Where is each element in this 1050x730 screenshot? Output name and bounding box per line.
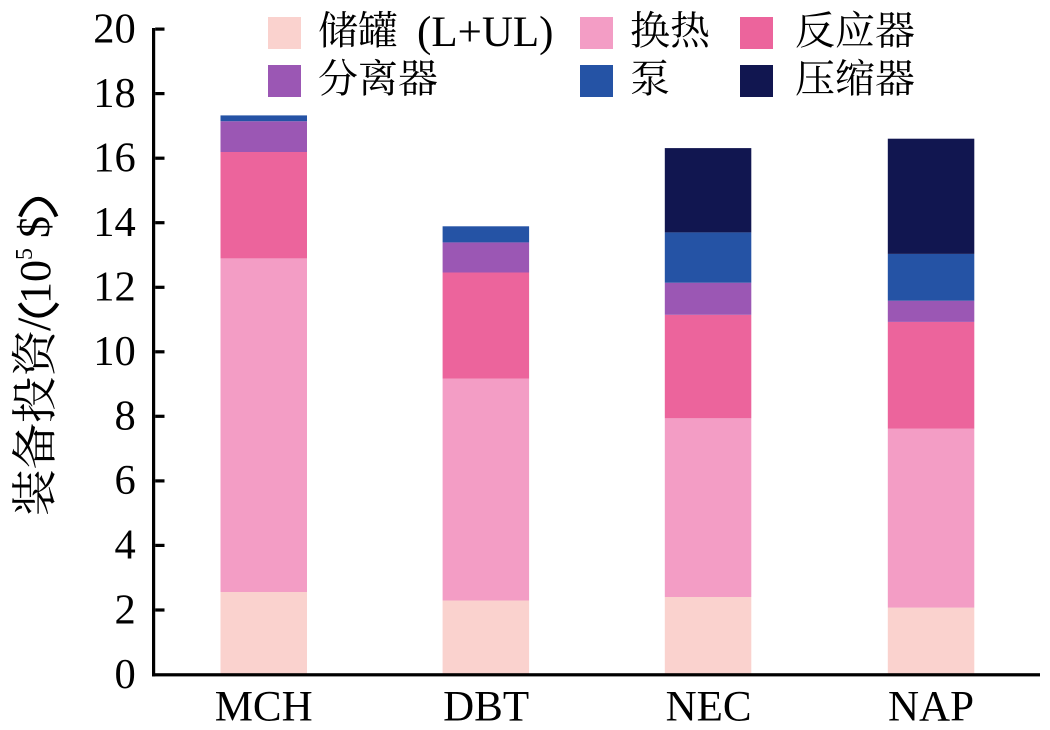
svg-text:16: 16 bbox=[93, 135, 136, 182]
svg-text:(L+UL): (L+UL) bbox=[417, 9, 553, 56]
svg-text:2: 2 bbox=[115, 586, 136, 633]
svg-text:NEC: NEC bbox=[666, 684, 752, 730]
svg-text:6: 6 bbox=[115, 457, 136, 504]
svg-text:0: 0 bbox=[115, 651, 136, 698]
svg-text:DBT: DBT bbox=[443, 684, 529, 730]
svg-text:8: 8 bbox=[115, 393, 136, 440]
svg-text:20: 20 bbox=[93, 5, 136, 52]
svg-text:NAP: NAP bbox=[888, 684, 974, 730]
svg-text:10: 10 bbox=[11, 260, 60, 304]
svg-text:18: 18 bbox=[93, 70, 136, 117]
svg-text:MCH: MCH bbox=[215, 684, 313, 730]
svg-text:12: 12 bbox=[93, 264, 136, 311]
svg-text:14: 14 bbox=[93, 199, 136, 246]
svg-text:$: $ bbox=[10, 216, 59, 238]
svg-text:/: / bbox=[8, 317, 61, 331]
svg-text:4: 4 bbox=[115, 522, 136, 569]
svg-text:10: 10 bbox=[93, 328, 136, 375]
svg-text:5: 5 bbox=[12, 248, 38, 260]
